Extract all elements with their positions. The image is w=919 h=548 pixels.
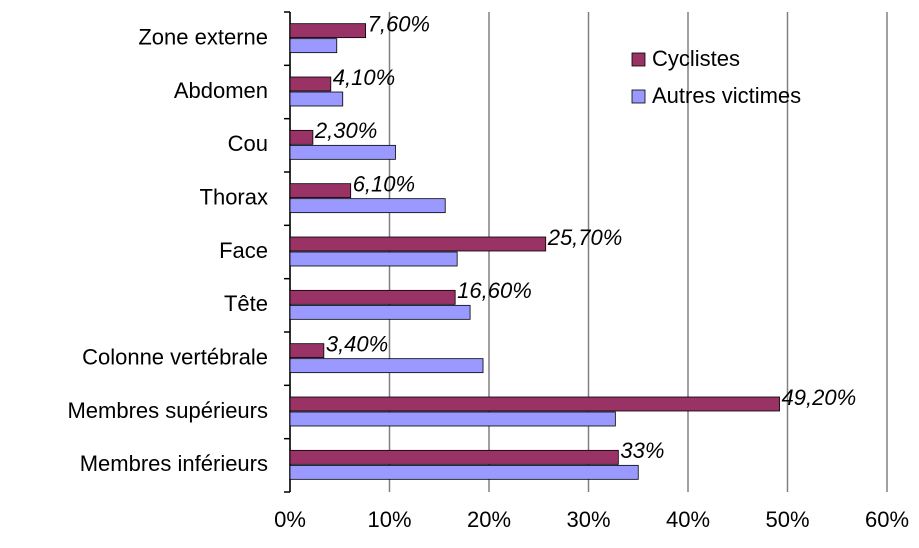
bar [289, 358, 484, 374]
x-tick-label: 0% [274, 507, 306, 532]
legend-label: Cyclistes [652, 46, 740, 71]
y-tick-label: Cou [228, 131, 268, 156]
bar [289, 236, 547, 252]
value-label: 7,60% [368, 11, 430, 36]
legend-label: Autres victimes [652, 83, 801, 108]
y-tick-label: Colonne vertébrale [82, 344, 268, 369]
bar [289, 198, 446, 214]
bar [289, 129, 314, 145]
bar [289, 343, 325, 359]
bar [289, 183, 352, 199]
value-label: 4,10% [333, 65, 395, 90]
y-tick-label: Tête [224, 291, 268, 316]
y-tick-label: Face [219, 238, 268, 263]
y-tick-label: Zone externe [138, 24, 268, 49]
y-tick-label: Thorax [200, 184, 268, 209]
y-tick-label: Membres supérieurs [67, 398, 268, 423]
value-label: 3,40% [326, 331, 388, 356]
value-label: 25,70% [547, 225, 623, 250]
x-tick-label: 20% [467, 507, 511, 532]
bar [289, 304, 471, 320]
x-tick-label: 10% [367, 507, 411, 532]
x-tick-label: 40% [666, 507, 710, 532]
x-tick-label: 50% [765, 507, 809, 532]
legend-swatch [631, 89, 646, 104]
bar [289, 289, 456, 305]
bar [289, 76, 332, 92]
value-label: 2,30% [314, 118, 377, 143]
value-label: 16,60% [457, 278, 532, 303]
legend-swatch [631, 52, 646, 67]
bar [289, 144, 396, 160]
bar [289, 91, 344, 107]
value-label: 33% [620, 438, 664, 463]
y-tick-label: Abdomen [174, 78, 268, 103]
x-tick-label: 30% [566, 507, 610, 532]
y-tick-label: Membres inférieurs [80, 451, 268, 476]
bar [289, 396, 780, 412]
value-label: 6,10% [353, 171, 415, 196]
bar [289, 251, 458, 267]
value-label: 49,20% [782, 385, 857, 410]
bar [289, 449, 619, 465]
bar [289, 38, 338, 54]
x-tick-label: 60% [865, 507, 909, 532]
bar [289, 464, 639, 480]
bar [289, 411, 616, 427]
bar [289, 23, 367, 39]
